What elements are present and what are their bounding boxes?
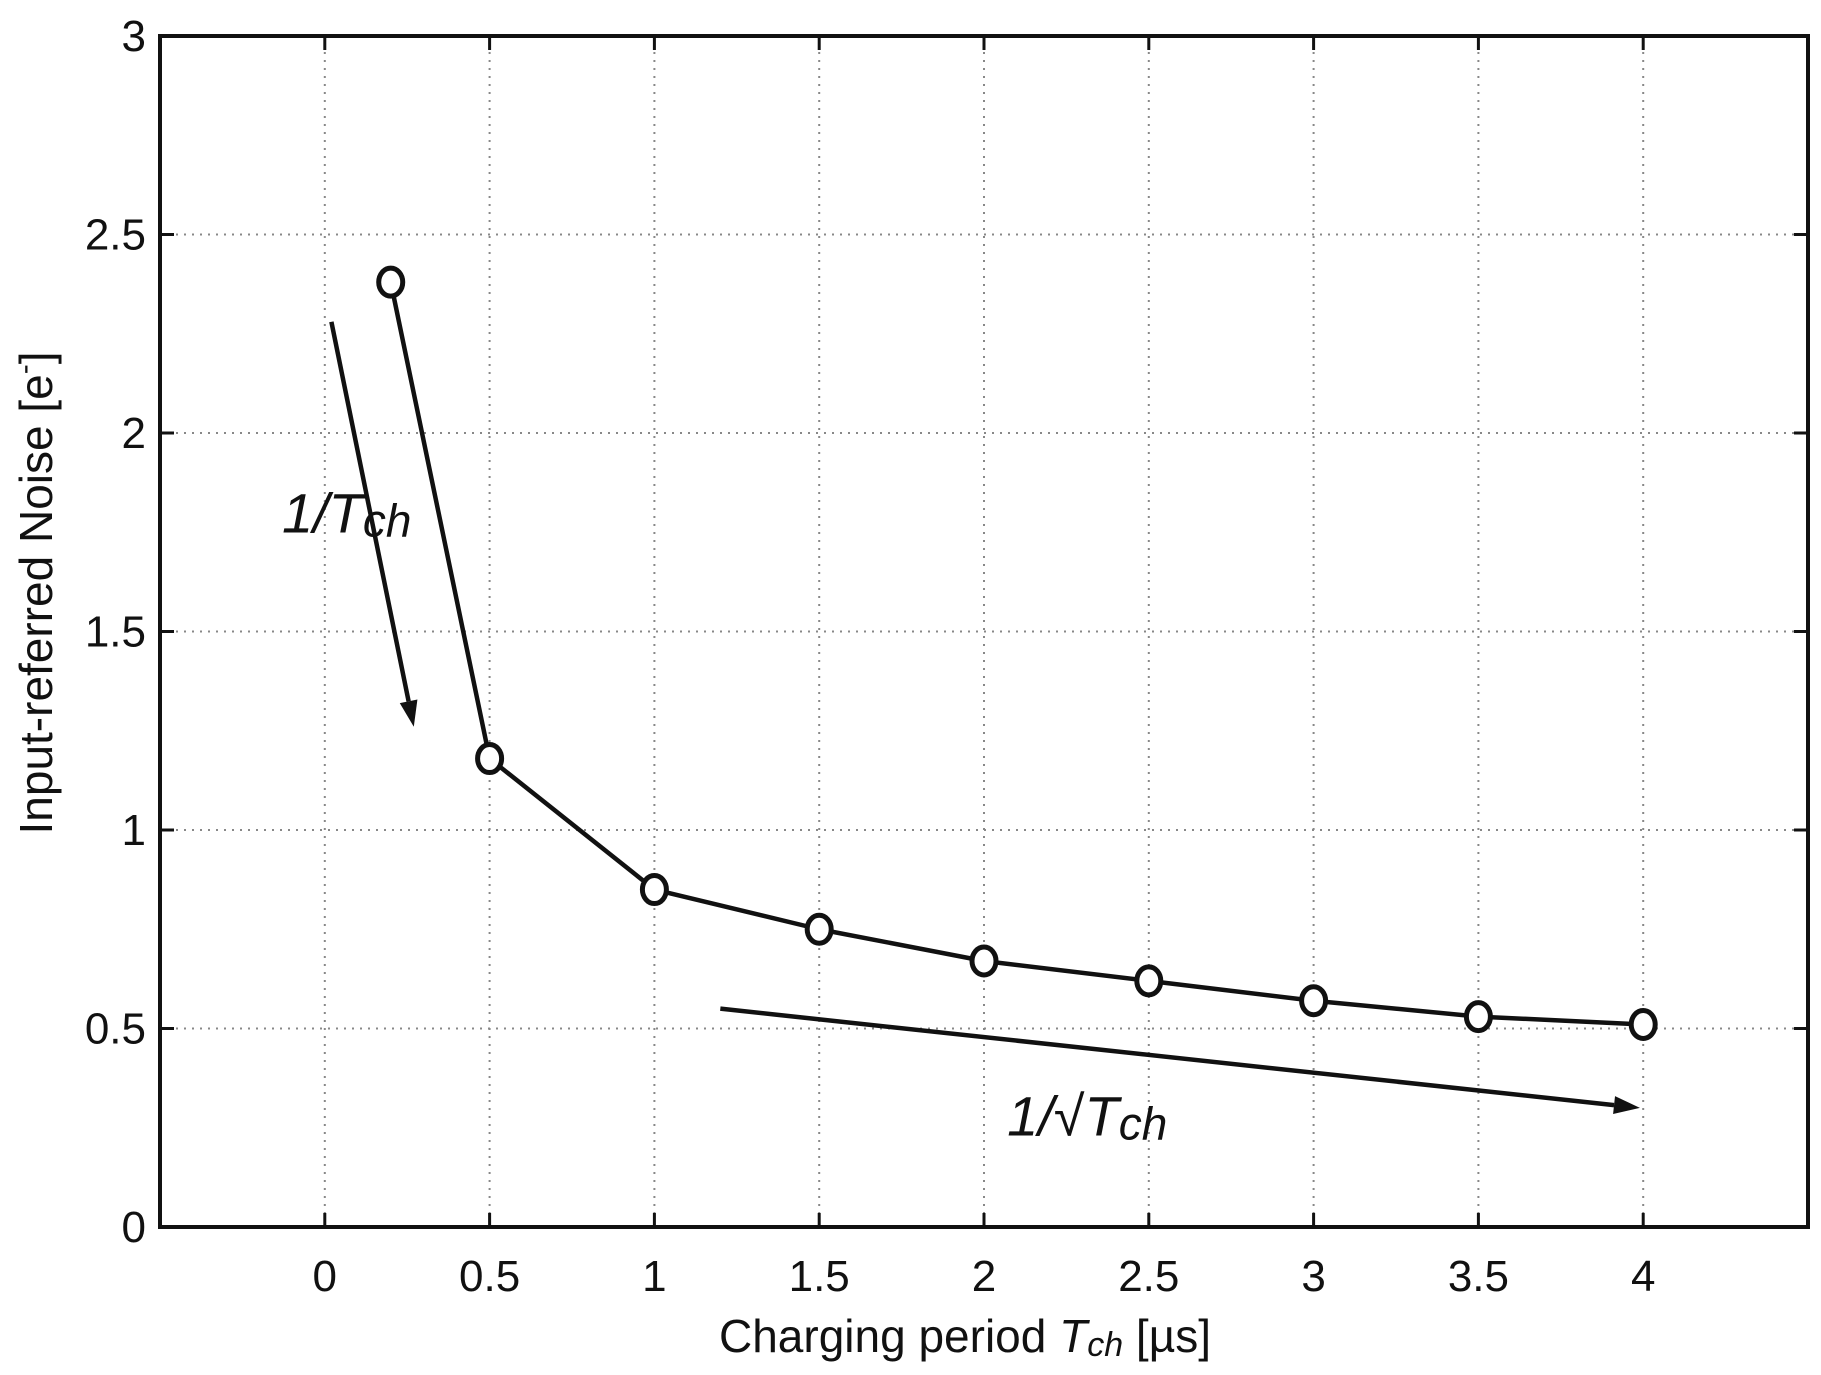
inverse-tch-label: 1/Tch	[282, 481, 412, 546]
arrow-shaft	[720, 1006, 1615, 1108]
data-point	[1463, 1000, 1493, 1034]
annotation-variable: T	[329, 481, 367, 544]
inverse-sqrt-tch-arrow	[720, 1006, 1640, 1115]
x-tick-label: 0.5	[459, 1252, 520, 1301]
y-tick-label: 3	[122, 12, 146, 61]
y-axis-label: Input-referred Noise [e-]	[8, 351, 62, 834]
y-tick-label: 0	[122, 1203, 146, 1252]
annotation-prefix: 1/	[282, 481, 334, 544]
data-point	[376, 265, 406, 299]
y-tick-label: 1.5	[85, 608, 146, 657]
inverse-sqrt-tch-label: 1/√Tch	[1007, 1085, 1167, 1150]
arrow-head	[1613, 1096, 1640, 1115]
arrow-shaft	[329, 321, 411, 702]
x-ticks: 0 0.5 1 1.5 2 2.5 3 3.5 4	[313, 36, 1655, 1301]
x-tick-label: 4	[1631, 1252, 1655, 1301]
inverse-tch-arrow	[329, 321, 418, 727]
series-line	[388, 281, 1644, 1027]
x-tick-label: 3.5	[1448, 1252, 1509, 1301]
x-tick-label: 2	[972, 1252, 996, 1301]
y-tick-label: 2.5	[85, 211, 146, 260]
grid	[160, 36, 1808, 1227]
annotation-subscript: ch	[1119, 1098, 1168, 1150]
data-point	[639, 873, 669, 907]
data-point	[475, 742, 505, 776]
annotation-prefix: 1/√	[1007, 1085, 1085, 1148]
x-tick-label: 1	[642, 1252, 666, 1301]
y-ticks: 0 0.5 1 1.5 2 2.5 3	[85, 12, 1808, 1252]
x-tick-label: 0	[313, 1252, 337, 1301]
annotation-variable: T	[1085, 1085, 1123, 1148]
x-tick-label: 3	[1301, 1252, 1325, 1301]
data-point	[1628, 1008, 1658, 1042]
data-point	[1299, 984, 1329, 1018]
x-tick-label: 1.5	[789, 1252, 850, 1301]
series-noise	[376, 265, 1658, 1042]
data-point	[1134, 964, 1164, 998]
annotation-subscript: ch	[363, 494, 412, 546]
data-point	[969, 944, 999, 978]
data-point	[804, 912, 834, 946]
x-tick-label: 2.5	[1118, 1252, 1179, 1301]
y-tick-label: 2	[122, 409, 146, 458]
y-tick-label: 0.5	[85, 1005, 146, 1054]
x-axis-label: Charging period Tch [µs]	[719, 1310, 1211, 1364]
arrow-head	[399, 699, 418, 727]
y-tick-label: 1	[122, 806, 146, 855]
